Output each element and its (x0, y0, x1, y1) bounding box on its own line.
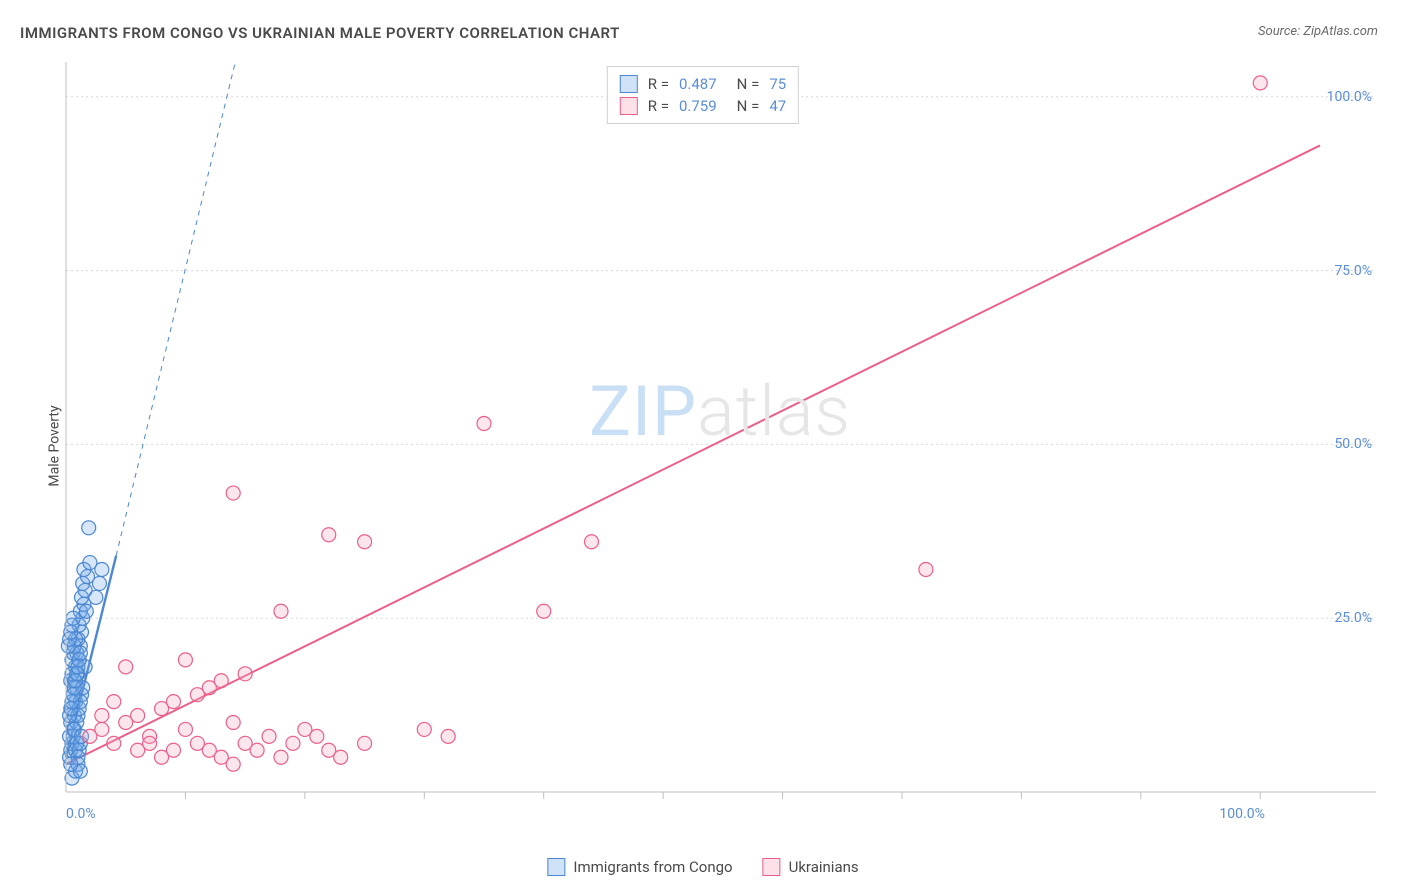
series-legend-label: Immigrants from Congo (573, 858, 732, 876)
legend-n-value: 75 (769, 75, 786, 93)
legend-r-label: R = (648, 97, 669, 115)
data-point (166, 695, 180, 709)
data-point (310, 729, 324, 743)
y-tick-label: 25.0% (1334, 610, 1372, 626)
data-point (322, 528, 336, 542)
legend-n-label: N = (737, 75, 760, 93)
data-point (107, 695, 121, 709)
data-point (262, 729, 276, 743)
data-point (334, 750, 348, 764)
legend-swatch (620, 75, 638, 93)
source-label: Source: ZipAtlas.com (1258, 24, 1378, 39)
y-tick-label: 50.0% (1334, 436, 1372, 452)
data-point (417, 722, 431, 736)
data-point (79, 604, 93, 618)
data-point (178, 653, 192, 667)
data-point (143, 736, 157, 750)
data-point (274, 750, 288, 764)
data-point (178, 722, 192, 736)
data-point (1253, 76, 1267, 90)
series-legend: Immigrants from Congo Ukrainians (547, 858, 858, 876)
data-point (226, 757, 240, 771)
legend-swatch (620, 97, 638, 115)
legend-swatch (547, 858, 565, 876)
chart-svg (60, 62, 1380, 822)
x-min-label: 0.0% (66, 806, 96, 822)
y-tick-label: 75.0% (1334, 263, 1372, 279)
data-point (119, 660, 133, 674)
data-point (107, 736, 121, 750)
data-point (250, 743, 264, 757)
series-legend-item: Ukrainians (763, 858, 859, 876)
y-tick-label: 100.0% (1327, 89, 1372, 105)
data-point (92, 576, 106, 590)
data-point (95, 563, 109, 577)
legend-r-value: 0.487 (679, 75, 717, 93)
data-point (95, 722, 109, 736)
legend-row: R = 0.759 N = 47 (620, 95, 786, 117)
data-point (166, 743, 180, 757)
data-point (82, 521, 96, 535)
data-point (226, 715, 240, 729)
data-point (358, 736, 372, 750)
x-max-label: 100.0% (1219, 806, 1264, 822)
data-point (584, 535, 598, 549)
correlation-legend: R = 0.487 N = 75 R = 0.759 N = 47 (607, 66, 799, 124)
data-point (214, 674, 228, 688)
legend-swatch (763, 858, 781, 876)
data-point (537, 604, 551, 618)
legend-n-label: N = (737, 97, 760, 115)
data-point (286, 736, 300, 750)
data-point (274, 604, 288, 618)
data-point (95, 709, 109, 723)
legend-r-value: 0.759 (679, 97, 717, 115)
data-point (131, 709, 145, 723)
data-point (226, 486, 240, 500)
data-point (919, 563, 933, 577)
data-point (89, 590, 103, 604)
series-legend-item: Immigrants from Congo (547, 858, 732, 876)
data-point (238, 667, 252, 681)
data-point (66, 611, 80, 625)
series-legend-label: Ukrainians (789, 858, 859, 876)
legend-row: R = 0.487 N = 75 (620, 73, 786, 95)
chart-title: IMMIGRANTS FROM CONGO VS UKRAINIAN MALE … (20, 24, 620, 42)
data-point (477, 417, 491, 431)
legend-n-value: 47 (769, 97, 786, 115)
data-point (441, 729, 455, 743)
plot-area: 25.0%50.0%75.0%100.0% ZIPatlas (60, 62, 1380, 822)
legend-r-label: R = (648, 75, 669, 93)
data-point (358, 535, 372, 549)
